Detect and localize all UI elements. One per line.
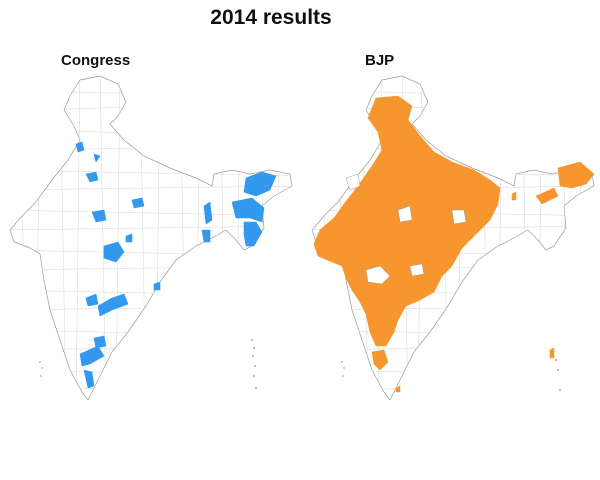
seat-region <box>75 141 85 153</box>
seat-region <box>125 233 133 243</box>
bjp-map <box>302 70 600 410</box>
seat-region <box>511 191 517 201</box>
seat-region <box>395 385 401 393</box>
island-groups <box>39 339 257 389</box>
bjp-seats <box>313 95 595 393</box>
seat-region <box>93 153 101 163</box>
seat-region <box>153 281 161 291</box>
island-groups <box>341 359 561 391</box>
non-bjp-area <box>409 263 425 277</box>
seat-region <box>231 197 265 223</box>
bjp-map-svg <box>311 75 595 401</box>
seat-region <box>535 187 559 205</box>
non-bjp-area <box>365 265 391 285</box>
seat-region <box>97 293 129 317</box>
chart-title: 2014 results <box>210 6 332 29</box>
seat-region <box>203 201 213 225</box>
seat-region <box>201 229 211 243</box>
seat-region <box>243 171 277 197</box>
india-outline <box>9 75 293 401</box>
congress-label: Congress <box>61 52 131 69</box>
seat-region <box>85 293 99 307</box>
non-bjp-area <box>451 209 467 225</box>
congress-map <box>0 70 300 410</box>
seat-region <box>103 241 125 263</box>
seat-region <box>93 335 107 349</box>
congress-map-svg <box>9 75 293 401</box>
congress-seats <box>75 141 277 389</box>
seat-region <box>83 369 95 389</box>
seat-region <box>85 171 99 183</box>
seat-region <box>549 347 555 359</box>
non-bjp-area <box>397 205 413 223</box>
bjp-label: BJP <box>365 52 395 69</box>
seat-region <box>91 209 107 223</box>
seat-region <box>243 221 263 247</box>
seat-region <box>79 345 105 367</box>
non-bjp-area <box>345 173 361 191</box>
seat-region-northeast <box>557 161 595 189</box>
seat-region <box>371 349 389 371</box>
seat-region <box>131 197 145 209</box>
